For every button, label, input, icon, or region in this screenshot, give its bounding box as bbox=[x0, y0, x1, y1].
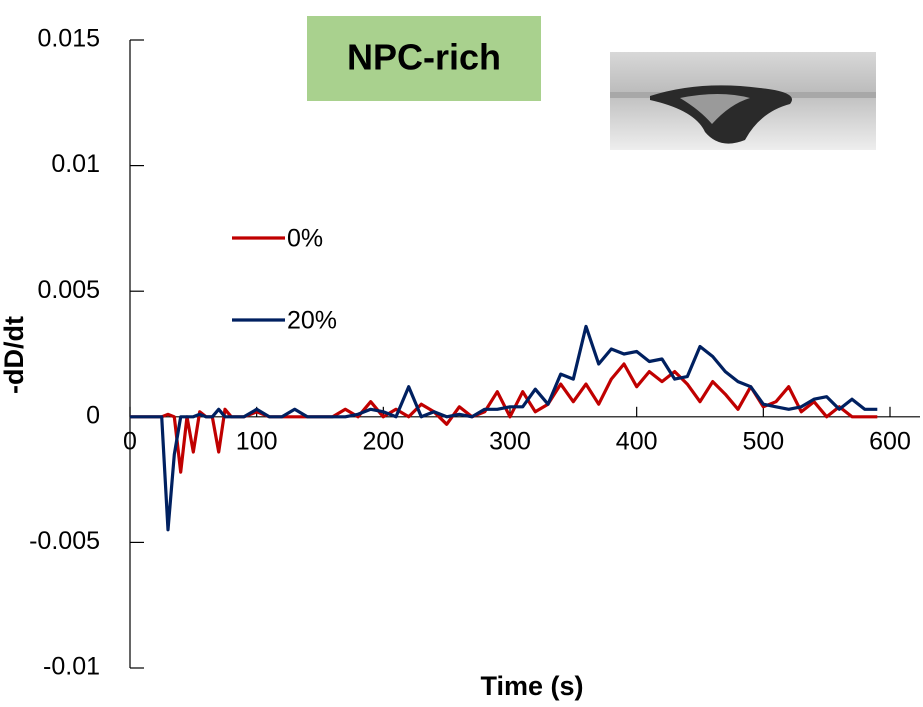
x-axis-label: Time (s) bbox=[480, 671, 583, 701]
chart-title: NPC-rich bbox=[347, 37, 501, 78]
y-tick-label: -0.005 bbox=[29, 527, 100, 555]
x-tick-label: 400 bbox=[616, 427, 658, 455]
x-tick-label: 300 bbox=[489, 427, 531, 455]
x-tick-label: 600 bbox=[869, 427, 911, 455]
y-axis-label: -dD/dt bbox=[0, 316, 29, 394]
x-tick-label: 100 bbox=[236, 427, 278, 455]
x-tick-label: 0 bbox=[123, 427, 137, 455]
legend-label: 20% bbox=[287, 307, 337, 335]
x-tick-label: 200 bbox=[362, 427, 404, 455]
x-tick-label: 500 bbox=[742, 427, 784, 455]
y-tick-label: -0.01 bbox=[43, 653, 100, 681]
y-tick-label: 0.015 bbox=[37, 25, 100, 53]
y-tick-label: 0 bbox=[86, 401, 100, 429]
y-tick-label: 0.005 bbox=[37, 276, 100, 304]
y-tick-label: 0.01 bbox=[51, 150, 100, 178]
series-line bbox=[130, 324, 878, 532]
title-box bbox=[307, 16, 541, 101]
droplet-photo bbox=[610, 52, 876, 150]
legend-label: 0% bbox=[287, 225, 323, 253]
